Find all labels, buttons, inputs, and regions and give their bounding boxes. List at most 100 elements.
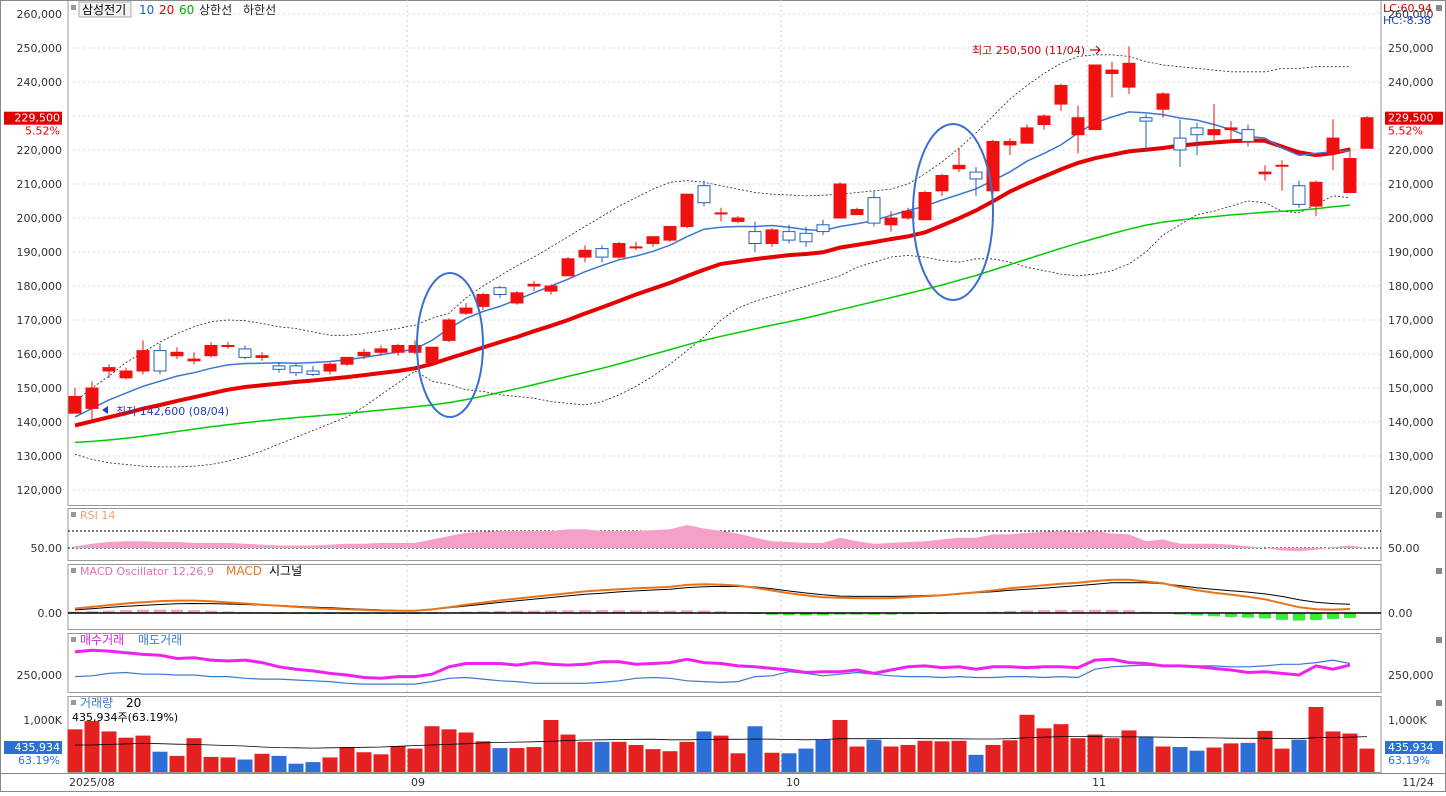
candle-body[interactable] — [170, 351, 184, 357]
candle-body[interactable] — [153, 350, 167, 372]
candle-body[interactable] — [1054, 84, 1068, 105]
candle-body[interactable] — [1275, 164, 1289, 167]
pane-collapse-icon[interactable] — [1436, 637, 1442, 643]
candle-body[interactable] — [561, 258, 575, 277]
candle-body[interactable] — [1309, 181, 1323, 207]
candle-body[interactable] — [68, 396, 82, 414]
candle-body[interactable] — [969, 171, 983, 180]
candle-body[interactable] — [510, 292, 524, 304]
macd-osc-bar — [647, 610, 659, 613]
pane-menu-icon[interactable] — [71, 637, 76, 642]
candle-body[interactable] — [884, 217, 898, 226]
pane-menu-icon[interactable] — [71, 700, 76, 705]
candle-body[interactable] — [578, 249, 592, 258]
candle-body[interactable] — [204, 345, 218, 357]
candle-body[interactable] — [1122, 62, 1136, 88]
pane-menu-icon[interactable] — [71, 512, 76, 517]
candle-body[interactable] — [680, 193, 694, 227]
candle-body[interactable] — [1139, 117, 1153, 122]
candle-body[interactable] — [663, 226, 677, 241]
candle-body[interactable] — [1326, 137, 1340, 154]
candle-body[interactable] — [1190, 127, 1204, 136]
macd-line — [74, 578, 1351, 612]
pane-collapse-icon[interactable] — [1436, 512, 1442, 518]
candle-body[interactable] — [697, 185, 711, 204]
candle-body[interactable] — [442, 319, 456, 341]
candle-body[interactable] — [408, 345, 422, 353]
pane-menu-icon[interactable] — [71, 568, 76, 573]
candle-body[interactable] — [935, 175, 949, 192]
volume-bar — [798, 748, 814, 772]
pane-collapse-icon[interactable] — [1436, 568, 1442, 574]
candle-body[interactable] — [476, 294, 490, 307]
pane-collapse-icon[interactable] — [1436, 700, 1442, 706]
volume-bar — [985, 744, 1001, 772]
candle-body[interactable] — [1360, 117, 1374, 149]
candle-body[interactable] — [1037, 115, 1051, 125]
candle-body[interactable] — [1343, 158, 1357, 193]
candle-body[interactable] — [459, 307, 473, 314]
candle-body[interactable] — [731, 217, 745, 222]
candle-body[interactable] — [306, 370, 320, 375]
candle-body[interactable] — [1088, 64, 1102, 131]
pane-menu-icon[interactable] — [71, 5, 76, 10]
macd-osc-bar — [1055, 609, 1067, 613]
candle-body[interactable] — [1224, 127, 1238, 131]
candle-body[interactable] — [1207, 129, 1221, 136]
candle-body[interactable] — [238, 348, 252, 358]
candle-body[interactable] — [714, 212, 728, 215]
candle-body[interactable] — [272, 365, 286, 370]
candle-body[interactable] — [1292, 185, 1306, 205]
candle-body[interactable] — [119, 370, 133, 379]
candle-body[interactable] — [493, 287, 507, 296]
candle-body[interactable] — [1173, 137, 1187, 151]
price-tick-right: 170,000 — [1388, 314, 1434, 327]
candle-body[interactable] — [986, 141, 1000, 192]
candle-body[interactable] — [867, 197, 881, 224]
candle-body[interactable] — [1020, 127, 1034, 144]
candle-body[interactable] — [255, 355, 269, 358]
candle-body[interactable] — [544, 285, 558, 292]
candle-body[interactable] — [816, 224, 830, 233]
candle-body[interactable] — [765, 229, 779, 244]
candle-body[interactable] — [289, 365, 303, 374]
candle-body[interactable] — [136, 350, 150, 372]
candle-body[interactable] — [221, 345, 235, 347]
pane-collapse-icon[interactable] — [1436, 5, 1442, 11]
candle-body[interactable] — [102, 367, 116, 372]
candle-body[interactable] — [1156, 93, 1170, 110]
candle-body[interactable] — [748, 231, 762, 245]
candle-body[interactable] — [85, 387, 99, 409]
candle-body[interactable] — [782, 231, 796, 241]
candle-body[interactable] — [1003, 141, 1017, 146]
candle-body[interactable] — [340, 356, 354, 365]
volume-bar — [373, 754, 389, 772]
candle-body[interactable] — [952, 164, 966, 170]
macd-osc-bar — [1072, 610, 1084, 613]
candle-body[interactable] — [646, 236, 660, 244]
price-tick-left: 160,000 — [17, 348, 63, 361]
candle-body[interactable] — [1071, 117, 1085, 136]
candle-body[interactable] — [850, 209, 864, 216]
candle-body[interactable] — [425, 346, 439, 364]
candle-body[interactable] — [1258, 171, 1272, 175]
candle-body[interactable] — [374, 348, 388, 353]
candle-body[interactable] — [799, 232, 813, 243]
price-tick-left: 150,000 — [17, 382, 63, 395]
candle-body[interactable] — [595, 248, 609, 258]
candle-body[interactable] — [323, 363, 337, 372]
candle-body[interactable] — [187, 358, 201, 362]
candle-body[interactable] — [918, 192, 932, 221]
candle-body[interactable] — [357, 351, 371, 357]
candle-body[interactable] — [391, 345, 405, 353]
candle-body[interactable] — [629, 246, 643, 249]
volume-bar — [101, 731, 117, 772]
stock-name-box[interactable] — [78, 1, 132, 18]
candle-body[interactable] — [612, 243, 626, 258]
candle-body[interactable] — [1105, 69, 1119, 74]
candle-body[interactable] — [1241, 129, 1255, 143]
candle-body[interactable] — [833, 183, 847, 219]
price-tick-right: 120,000 — [1388, 484, 1434, 497]
candle-body[interactable] — [527, 283, 541, 287]
